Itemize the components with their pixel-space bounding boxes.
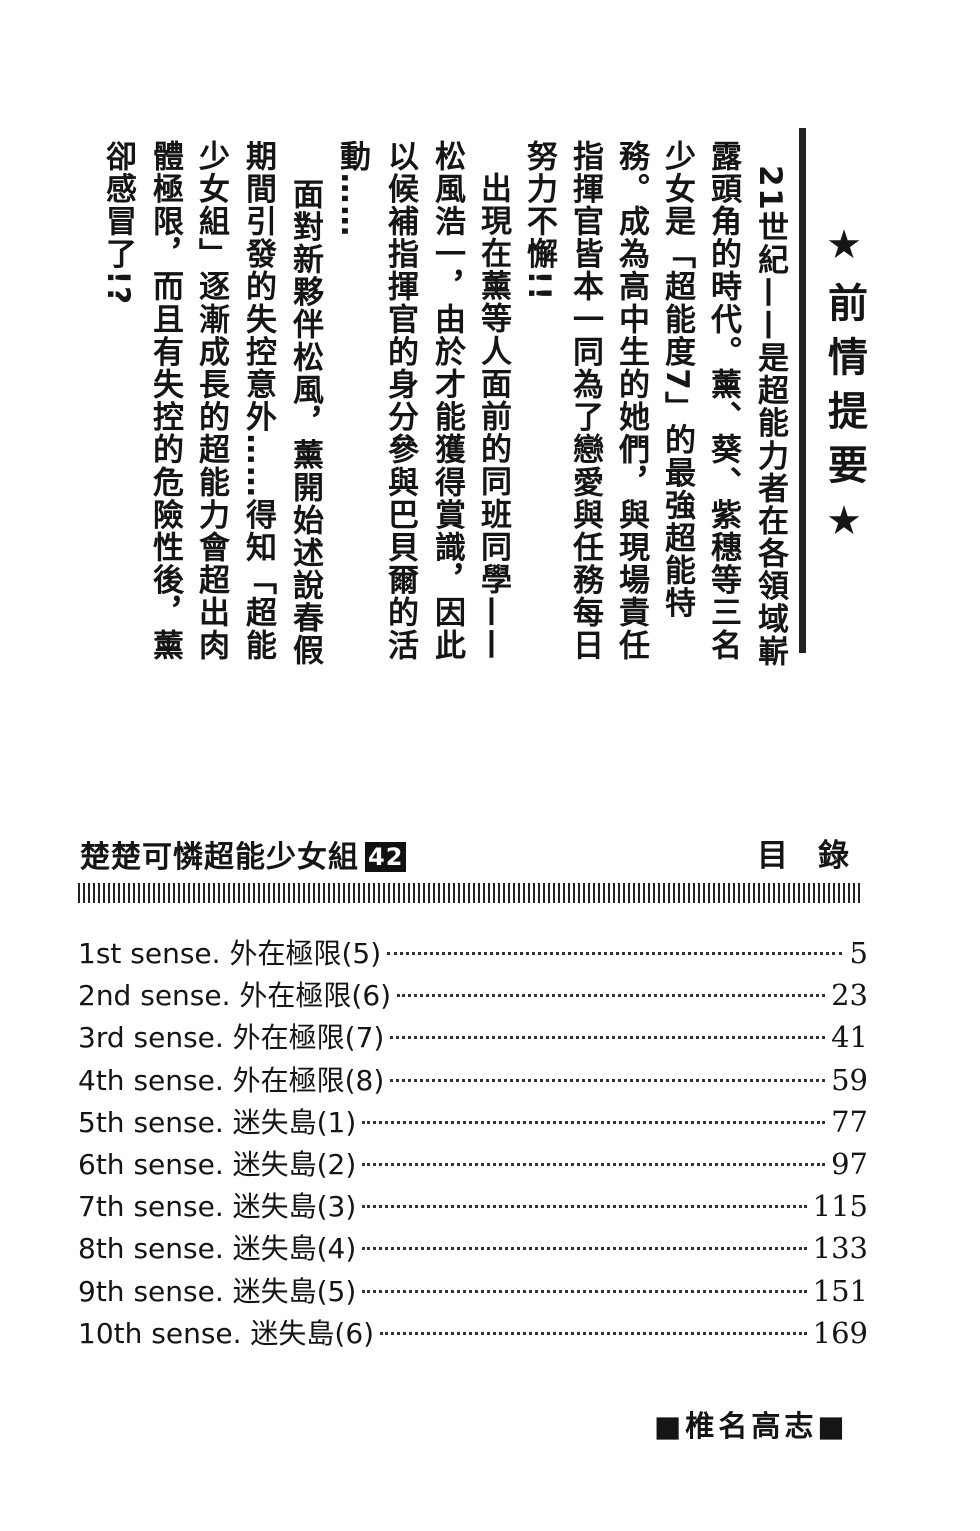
synopsis-line: 少女組」逐漸成長的超能力會超出肉 [193, 140, 229, 662]
synopsis-line: 卻感冒了!? [100, 140, 136, 306]
toc-entry-label: 4th sense. 外在極限(8) [78, 1063, 385, 1097]
toc-entry: 6th sense. 迷失島(2) 97 [78, 1143, 868, 1185]
toc-entry: 1st sense. 外在極限(5) 5 [78, 932, 868, 974]
toc-list: 1st sense. 外在極限(5) 5 2nd sense. 外在極限(6) 23… [78, 932, 868, 1354]
toc-entry-page: 169 [812, 1315, 868, 1350]
toc-entry-label: 10th sense. 迷失島(6) [78, 1316, 375, 1350]
toc-entry-label: 6th sense. 迷失島(2) [78, 1147, 357, 1181]
synopsis-line: 體極限，而且有失控的危險性後，薰 [147, 140, 183, 662]
toc-entry-label: 5th sense. 迷失島(1) [78, 1105, 357, 1139]
toc-entry: 9th sense. 迷失島(5) 151 [78, 1270, 868, 1312]
synopsis-line: 務。成為高中生的她們，與現場責任 [613, 140, 649, 662]
toc-entry-page: 41 [831, 1020, 868, 1055]
book-title: 楚楚可憐超能少女組 42 [80, 832, 407, 876]
synopsis-line: 期間引發的失控意外……得知「超能 [240, 140, 276, 662]
leader-dots [362, 1205, 807, 1209]
toc-entry-page: 133 [812, 1231, 868, 1266]
volume-badge: 42 [365, 842, 407, 872]
leader-dots [390, 1078, 826, 1082]
synopsis-line: 少女是「超能度7」的最強超能特 [659, 140, 695, 620]
synopsis-line: 露頭角的時代。薰、葵、紫穗等三名 [705, 140, 741, 662]
synopsis-title: ★前情提要★ [821, 222, 867, 558]
toc-entry: 4th sense. 外在極限(8) 59 [78, 1059, 868, 1101]
toc-entry-label: 1st sense. 外在極限(5) [78, 937, 382, 970]
synopsis-line: 努力不懈!! [521, 140, 557, 302]
toc-entry-label: 7th sense. 迷失島(3) [78, 1190, 357, 1224]
leader-dots [362, 1120, 826, 1124]
leader-dots [380, 1331, 807, 1335]
synopsis-line: 動…… [334, 140, 370, 238]
synopsis-line: 松風浩一，由於才能獲得賞識，因此 [429, 140, 465, 662]
leader-dots [387, 952, 842, 955]
title-divider [799, 128, 806, 653]
toc-heading: 目錄 [757, 838, 879, 874]
book-title-text: 楚楚可憐超能少女組 [80, 840, 359, 875]
synopsis-line: 21世紀——是超能力者在各領域嶄 [752, 165, 788, 668]
leader-dots [362, 1247, 807, 1251]
toc-entry: 2nd sense. 外在極限(6) 23 [78, 974, 868, 1016]
synopsis-line: 面對新夥伴松風，薰開始述說春假 [287, 178, 323, 667]
toc-entry-label: 9th sense. 迷失島(5) [78, 1274, 357, 1308]
leader-dots [390, 1036, 826, 1040]
toc-entry: 10th sense. 迷失島(6) 169 [78, 1312, 868, 1354]
toc-entry: 7th sense. 迷失島(3) 115 [78, 1185, 868, 1227]
synopsis-line: 指揮官皆本一同為了戀愛與任務每日 [567, 140, 603, 662]
toc-entry-page: 115 [812, 1189, 868, 1224]
toc-entry: 3rd sense. 外在極限(7) 41 [78, 1016, 868, 1058]
toc-entry-label: 8th sense. 迷失島(4) [78, 1232, 357, 1266]
leader-dots [362, 1162, 826, 1166]
toc-entry-page: 23 [831, 978, 868, 1013]
toc-entry-page: 5 [849, 936, 868, 970]
toc-entry-label: 3rd sense. 外在極限(7) [78, 1021, 385, 1055]
toc-entry: 5th sense. 迷失島(1) 77 [78, 1101, 868, 1143]
decorative-stripe [78, 883, 862, 903]
toc-entry-page: 59 [831, 1062, 868, 1097]
leader-dots [397, 994, 826, 998]
toc-entry-page: 151 [812, 1273, 868, 1308]
synopsis-line: 以候補指揮官的身分參與巴貝爾的活 [382, 140, 418, 662]
toc-entry-label: 2nd sense. 外在極限(6) [78, 979, 392, 1013]
leader-dots [362, 1289, 807, 1293]
toc-entry-page: 97 [831, 1146, 868, 1181]
toc-entry-page: 77 [831, 1104, 868, 1139]
synopsis-line: 出現在薰等人面前的同班同學—— [475, 172, 511, 661]
author-name: ■椎名高志■ [654, 1409, 849, 1443]
toc-entry: 8th sense. 迷失島(4) 133 [78, 1227, 868, 1269]
